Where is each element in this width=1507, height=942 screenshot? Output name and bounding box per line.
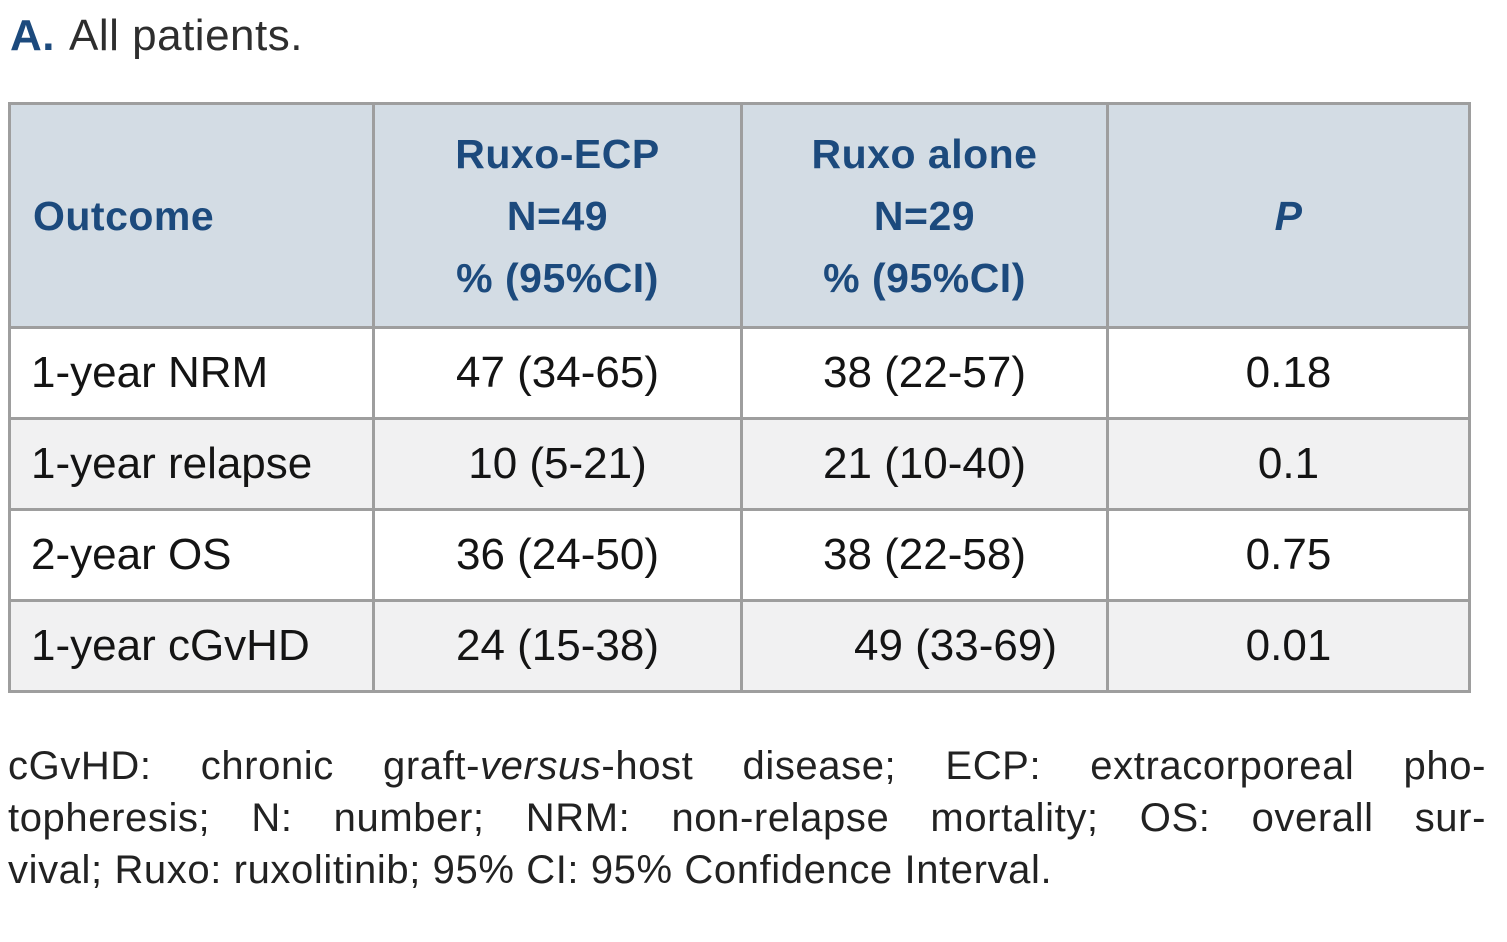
table-row-os: 2-year OS 36 (24-50) 38 (22-58) 0.75 (8, 508, 1471, 602)
table-row-relapse: 1-year relapse 10 (5-21) 21 (10-40) 0.1 (8, 417, 1471, 511)
column-header-ruxo-alone: Ruxo alone N=29 % (95%CI) (740, 102, 1109, 329)
cell-ruxo-alone: 38 (22-58) (740, 508, 1109, 602)
p-value-label: P (1274, 192, 1303, 239)
panel-title: A. All patients. (10, 10, 1507, 62)
ruxo-ecp-line3: % (95%CI) (456, 254, 659, 301)
cell-outcome: 1-year relapse (8, 417, 375, 511)
ruxo-alone-line1: Ruxo alone (811, 130, 1038, 177)
cell-p-value: 0.01 (1106, 599, 1471, 693)
header-row: Outcome Ruxo-ECP N=49 % (95%CI) Ruxo alo… (8, 102, 1471, 329)
cell-p-value: 0.75 (1106, 508, 1471, 602)
ruxo-alone-line3: % (95%CI) (823, 254, 1026, 301)
table-row-nrm: 1-year NRM 47 (34-65) 38 (22-57) 0.18 (8, 326, 1471, 420)
column-header-outcome: Outcome (8, 102, 375, 329)
table-header: Outcome Ruxo-ECP N=49 % (95%CI) Ruxo alo… (8, 102, 1471, 329)
ruxo-alone-line2: N=29 (873, 192, 976, 239)
cell-ruxo-ecp: 24 (15-38) (372, 599, 743, 693)
footnote-line-1: cGvHD: chronic graft-versus-host disease… (8, 740, 1486, 792)
cell-ruxo-ecp: 47 (34-65) (372, 326, 743, 420)
footnote-text-1b: -host disease; ECP: extracorporeal pho- (601, 744, 1486, 788)
cell-outcome: 1-year cGvHD (8, 599, 375, 693)
cell-ruxo-alone: 49 (33-69) (740, 599, 1109, 693)
cell-outcome: 1-year NRM (8, 326, 375, 420)
outcomes-table: Outcome Ruxo-ECP N=49 % (95%CI) Ruxo alo… (8, 102, 1471, 693)
footnote-line-2: topheresis; N: number; NRM: non-relapse … (8, 796, 1486, 840)
cell-ruxo-alone: 21 (10-40) (740, 417, 1109, 511)
cell-ruxo-alone: 38 (22-57) (740, 326, 1109, 420)
ruxo-ecp-line1: Ruxo-ECP (455, 130, 660, 177)
table-row-cgvhd: 1-year cGvHD 24 (15-38) 49 (33-69) 0.01 (8, 599, 1471, 693)
abbreviations-footnote: cGvHD: chronic graft-versus-host disease… (8, 740, 1486, 896)
footnote-line-3: vival; Ruxo: ruxolitinib; 95% CI: 95% Co… (8, 848, 1053, 892)
cell-p-value: 0.18 (1106, 326, 1471, 420)
cell-p-value: 0.1 (1106, 417, 1471, 511)
footnote-italic-versus: versus (480, 744, 602, 788)
column-header-ruxo-ecp: Ruxo-ECP N=49 % (95%CI) (372, 102, 743, 329)
cell-ruxo-ecp: 36 (24-50) (372, 508, 743, 602)
cell-outcome: 2-year OS (8, 508, 375, 602)
column-header-p-value: P (1106, 102, 1471, 329)
panel-title-text: All patients. (69, 11, 303, 60)
panel-label: A. (10, 11, 55, 60)
ruxo-ecp-line2: N=49 (506, 192, 609, 239)
column-header-outcome-label: Outcome (33, 192, 215, 239)
cell-ruxo-ecp: 10 (5-21) (372, 417, 743, 511)
footnote-text-1a: cGvHD: chronic graft- (8, 744, 480, 788)
table-body: 1-year NRM 47 (34-65) 38 (22-57) 0.18 1-… (8, 326, 1471, 693)
